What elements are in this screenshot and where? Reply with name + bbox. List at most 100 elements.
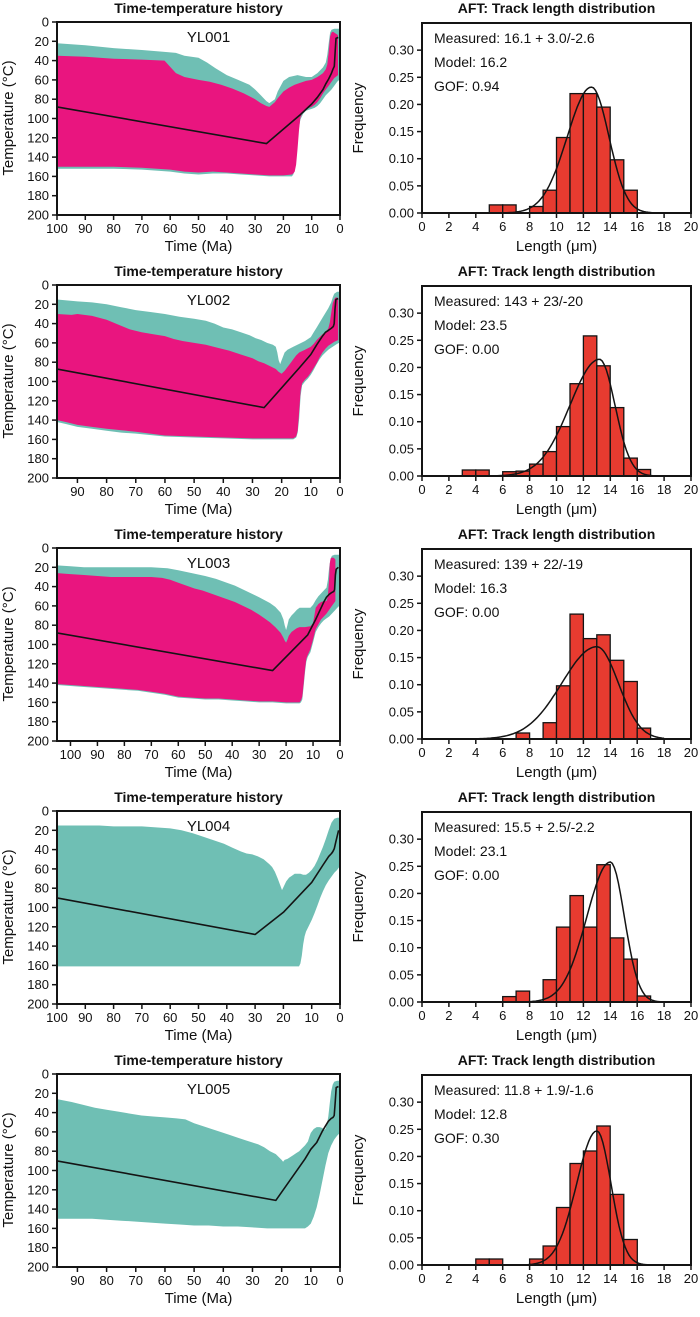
figure-row-YL004: 100 90 80 70 60 50 40 30 20 10 0 0 20 40 60 80 100 120 140… — [0, 789, 700, 1052]
y-tick-label: 60 — [35, 861, 49, 876]
y-tick-label: 20 — [35, 823, 49, 838]
y-tick-label: 80 — [35, 881, 49, 896]
histogram-bar — [569, 613, 585, 740]
figure-row-YL003: 100 90 80 70 60 50 40 30 20 10 0 0 20 40 60 80 100 120 140… — [0, 526, 700, 789]
y-tick-label: 60 — [35, 72, 49, 87]
y-tick-label: 100 — [27, 374, 49, 389]
y-tick-label: 0.15 — [389, 650, 414, 665]
figure-row-YL005: 90 80 70 60 50 40 30 20 10 0 0 20 40 60 80 100 120 140 160… — [0, 1052, 700, 1315]
x-tick-label: 0 — [336, 484, 343, 499]
x-tick-label: 30 — [248, 1010, 262, 1025]
hist-chart-title: AFT: Track length distribution — [458, 263, 656, 279]
model-age-annotation: Model: 23.5 — [434, 317, 507, 333]
y-tick-label: 20 — [35, 1086, 49, 1101]
x-axis-label: Time (Ma) — [165, 501, 233, 518]
y-tick-label: 0.10 — [389, 414, 414, 429]
x-axis-label: Time (Ma) — [165, 238, 233, 255]
x-tick-label: 12 — [576, 745, 590, 760]
sample-label: YL002 — [187, 292, 230, 309]
model-age-annotation: Model: 16.2 — [434, 54, 507, 70]
y-tick-label: 200 — [27, 471, 49, 486]
histogram-bar — [596, 864, 611, 1003]
measured-age-annotation: Measured: 15.5 + 2.5/-2.2 — [434, 819, 595, 835]
y-tick-label: 40 — [35, 579, 49, 594]
x-tick-label: 0 — [418, 745, 425, 760]
y-tick-label: 40 — [35, 842, 49, 857]
x-tick-label: 100 — [46, 221, 68, 236]
acceptable-fit-envelope — [57, 1080, 340, 1229]
y-tick-label: 100 — [27, 637, 49, 652]
x-tick-label: 4 — [472, 482, 479, 497]
x-tick-label: 2 — [445, 219, 452, 234]
x-tick-label: 6 — [499, 1008, 506, 1023]
histogram-bar — [582, 92, 598, 214]
x-tick-label: 90 — [90, 747, 104, 762]
y-tick-label: 0.30 — [389, 43, 414, 58]
measured-age-annotation: Measured: 139 + 22/-19 — [434, 556, 583, 572]
gof-annotation: GOF: 0.30 — [434, 1130, 500, 1146]
x-tick-label: 80 — [99, 1273, 113, 1288]
y-tick-label: 200 — [27, 997, 49, 1012]
hist-chart-YL002: 0 2 4 6 8 10 12 14 16 18 20 0.00 0.05 0.10 0.15 0.20 0.2… — [350, 263, 698, 518]
x-axis-label: Length (μm) — [516, 764, 597, 781]
x-tick-label: 8 — [526, 482, 533, 497]
y-tick-label: 160 — [27, 432, 49, 447]
model-age-annotation: Model: 12.8 — [434, 1106, 507, 1122]
y-tick-label: 120 — [27, 656, 49, 671]
histogram-bar — [542, 722, 558, 740]
x-tick-label: 16 — [630, 219, 644, 234]
histogram-bar — [569, 383, 585, 477]
histogram-bar — [582, 335, 598, 477]
y-tick-label: 140 — [27, 413, 49, 428]
y-tick-label: 0.25 — [389, 70, 414, 85]
x-tick-label: 16 — [630, 745, 644, 760]
x-tick-label: 10 — [304, 1010, 318, 1025]
y-axis-label: Frequency — [350, 345, 367, 416]
x-tick-label: 14 — [603, 745, 617, 760]
x-tick-label: 20 — [684, 219, 698, 234]
y-tick-label: 0.25 — [389, 333, 414, 348]
y-tick-label: 0.20 — [389, 97, 414, 112]
figure-row-YL002: 90 80 70 60 50 40 30 20 10 0 0 20 40 60 80 100 120 140 160… — [0, 263, 700, 526]
x-axis-label: Length (μm) — [516, 501, 597, 518]
y-tick-label: 0 — [42, 278, 49, 293]
y-tick-label: 0.05 — [389, 1230, 414, 1245]
y-tick-label: 20 — [35, 34, 49, 49]
tt-chart-title: Time-temperature history — [114, 526, 283, 542]
histogram-bar — [582, 926, 598, 1003]
y-tick-label: 200 — [27, 208, 49, 223]
tt-chart-YL001: 100 90 80 70 60 50 40 30 20 10 0020406080100120140… — [0, 0, 344, 255]
x-axis-label: Time (Ma) — [165, 1290, 233, 1307]
x-tick-label: 10 — [306, 747, 320, 762]
figure-row-YL001: 100 90 80 70 60 50 40 30 20 10 0 0 20 40 60 80 100 120 140… — [0, 0, 700, 263]
histogram-bar — [596, 365, 611, 477]
x-tick-label: 20 — [684, 482, 698, 497]
x-tick-label: 30 — [245, 484, 259, 499]
x-tick-label: 90 — [78, 1010, 92, 1025]
model-age-annotation: Model: 16.3 — [434, 580, 507, 596]
x-tick-label: 0 — [418, 1271, 425, 1286]
x-axis-label: Time (Ma) — [165, 764, 233, 781]
y-tick-label: 180 — [27, 714, 49, 729]
x-tick-label: 4 — [472, 219, 479, 234]
y-tick-label: 80 — [35, 1144, 49, 1159]
x-tick-label: 30 — [248, 221, 262, 236]
x-tick-label: 10 — [549, 745, 563, 760]
measured-age-annotation: Measured: 16.1 + 3.0/-2.6 — [434, 30, 595, 46]
y-tick-label: 20 — [35, 297, 49, 312]
y-tick-label: 0.15 — [389, 124, 414, 139]
x-tick-label: 40 — [216, 484, 230, 499]
x-tick-label: 50 — [191, 1010, 205, 1025]
y-tick-label: 0.20 — [389, 623, 414, 638]
y-tick-label: 160 — [27, 958, 49, 973]
x-tick-label: 12 — [576, 1008, 590, 1023]
histogram-bar — [582, 1150, 598, 1266]
x-tick-label: 0 — [336, 221, 343, 236]
y-axis-label: Temperature (°C) — [0, 1112, 17, 1227]
best-fit-line — [57, 830, 340, 936]
y-tick-label: 120 — [27, 919, 49, 934]
x-tick-label: 90 — [78, 221, 92, 236]
x-tick-label: 2 — [445, 1271, 452, 1286]
y-tick-label: 0.30 — [389, 306, 414, 321]
x-tick-label: 0 — [418, 482, 425, 497]
